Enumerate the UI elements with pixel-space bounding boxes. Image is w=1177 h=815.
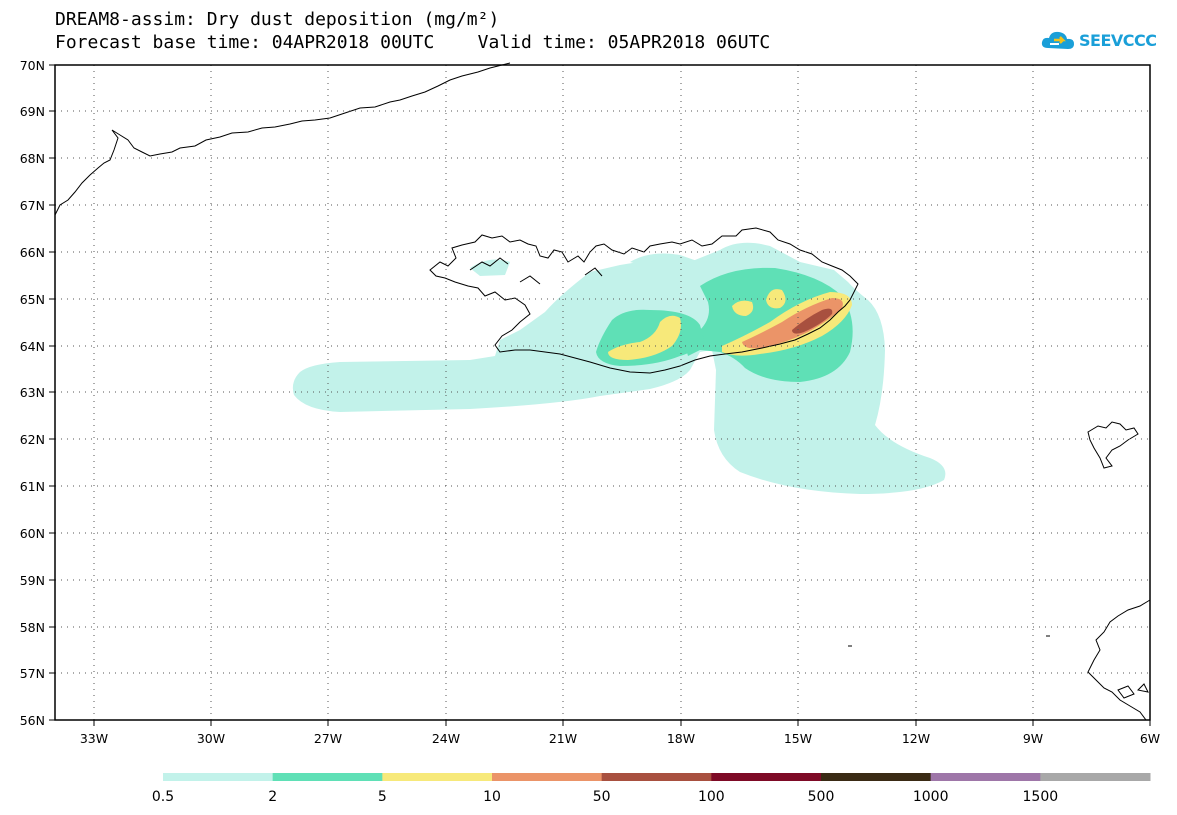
lat-label: 61N [20,479,45,494]
colorbar: 0.5 2 5 10 50 100 500 1000 1500 [152,773,1151,805]
colorbar-swatch [272,773,383,781]
lat-label: 57N [20,666,45,681]
iceland-coast [429,227,859,374]
colorbar-label: 50 [593,789,611,805]
cloud-icon [1041,31,1074,49]
grid-lines [55,65,1150,720]
lon-label: 6W [1140,731,1160,746]
lon-label: 18W [667,731,695,746]
contour-5-mid [732,300,754,316]
lat-label: 60N [20,526,45,541]
lat-label: 56N [20,713,45,728]
colorbar-label: 1500 [1023,789,1059,805]
colorbar-label: 5 [378,789,387,805]
lon-label: 9W [1023,731,1043,746]
lon-label: 33W [80,731,108,746]
colorbar-swatch [163,773,274,781]
lat-label: 59N [20,573,45,588]
dust-deposition-shading [292,242,946,494]
contour-0-5-north [630,253,700,272]
lat-label: 67N [20,198,45,213]
lon-labels: 33W 30W 27W 24W 21W 18W 15W 12W 9W 6W [80,731,1160,746]
colorbar-swatch [492,773,603,781]
colorbar-label: 0.5 [152,789,174,805]
lat-label: 65N [20,292,45,307]
chart-title-line1: DREAM8-assim: Dry dust deposition (mg/m²… [55,9,500,30]
contour-50 [792,308,833,334]
tick-marks [49,64,1151,726]
lat-label: 58N [20,620,45,635]
colorbar-label: 100 [698,789,725,805]
logo-text: SEEVCCC [1079,30,1157,50]
lat-label: 70N [20,58,45,73]
lon-label: 24W [432,731,460,746]
lat-label: 69N [20,104,45,119]
contour-5-west [608,315,681,360]
scotland-islands [848,635,1149,699]
colorbar-swatch [930,773,1041,781]
lat-label: 63N [20,385,45,400]
chart-title-line2: Forecast base time: 04APR2018 00UTC Vali… [55,32,771,53]
scotland-coast [1087,599,1151,721]
contour-0-5-nw [470,259,510,276]
lon-label: 21W [549,731,577,746]
seevccc-logo: SEEVCCC [1040,28,1157,52]
faroe-islands [1087,421,1139,469]
lon-label: 27W [314,731,342,746]
colorbar-swatch [1040,773,1151,781]
lon-label: 30W [197,731,225,746]
colorbar-swatch [601,773,712,781]
lat-label: 64N [20,339,45,354]
lat-labels: 70N 69N 68N 67N 66N 65N 64N 63N 62N 61N … [20,58,45,728]
colorbar-swatch [382,773,493,781]
colorbar-swatch [821,773,932,781]
colorbar-swatch [711,773,822,781]
lon-label: 12W [902,731,930,746]
coastlines [54,62,1151,721]
colorbar-label: 2 [268,789,277,805]
lon-label: 15W [784,731,812,746]
colorbar-label: 1000 [913,789,949,805]
contour-0-5 [292,242,946,494]
colorbar-label: 500 [808,789,835,805]
colorbar-label: 10 [483,789,501,805]
lat-label: 68N [20,151,45,166]
greenland-coast [54,62,511,216]
lat-label: 66N [20,245,45,260]
contour-10 [742,298,843,349]
iceland-westfjords-detail [469,257,603,285]
lat-label: 62N [20,432,45,447]
